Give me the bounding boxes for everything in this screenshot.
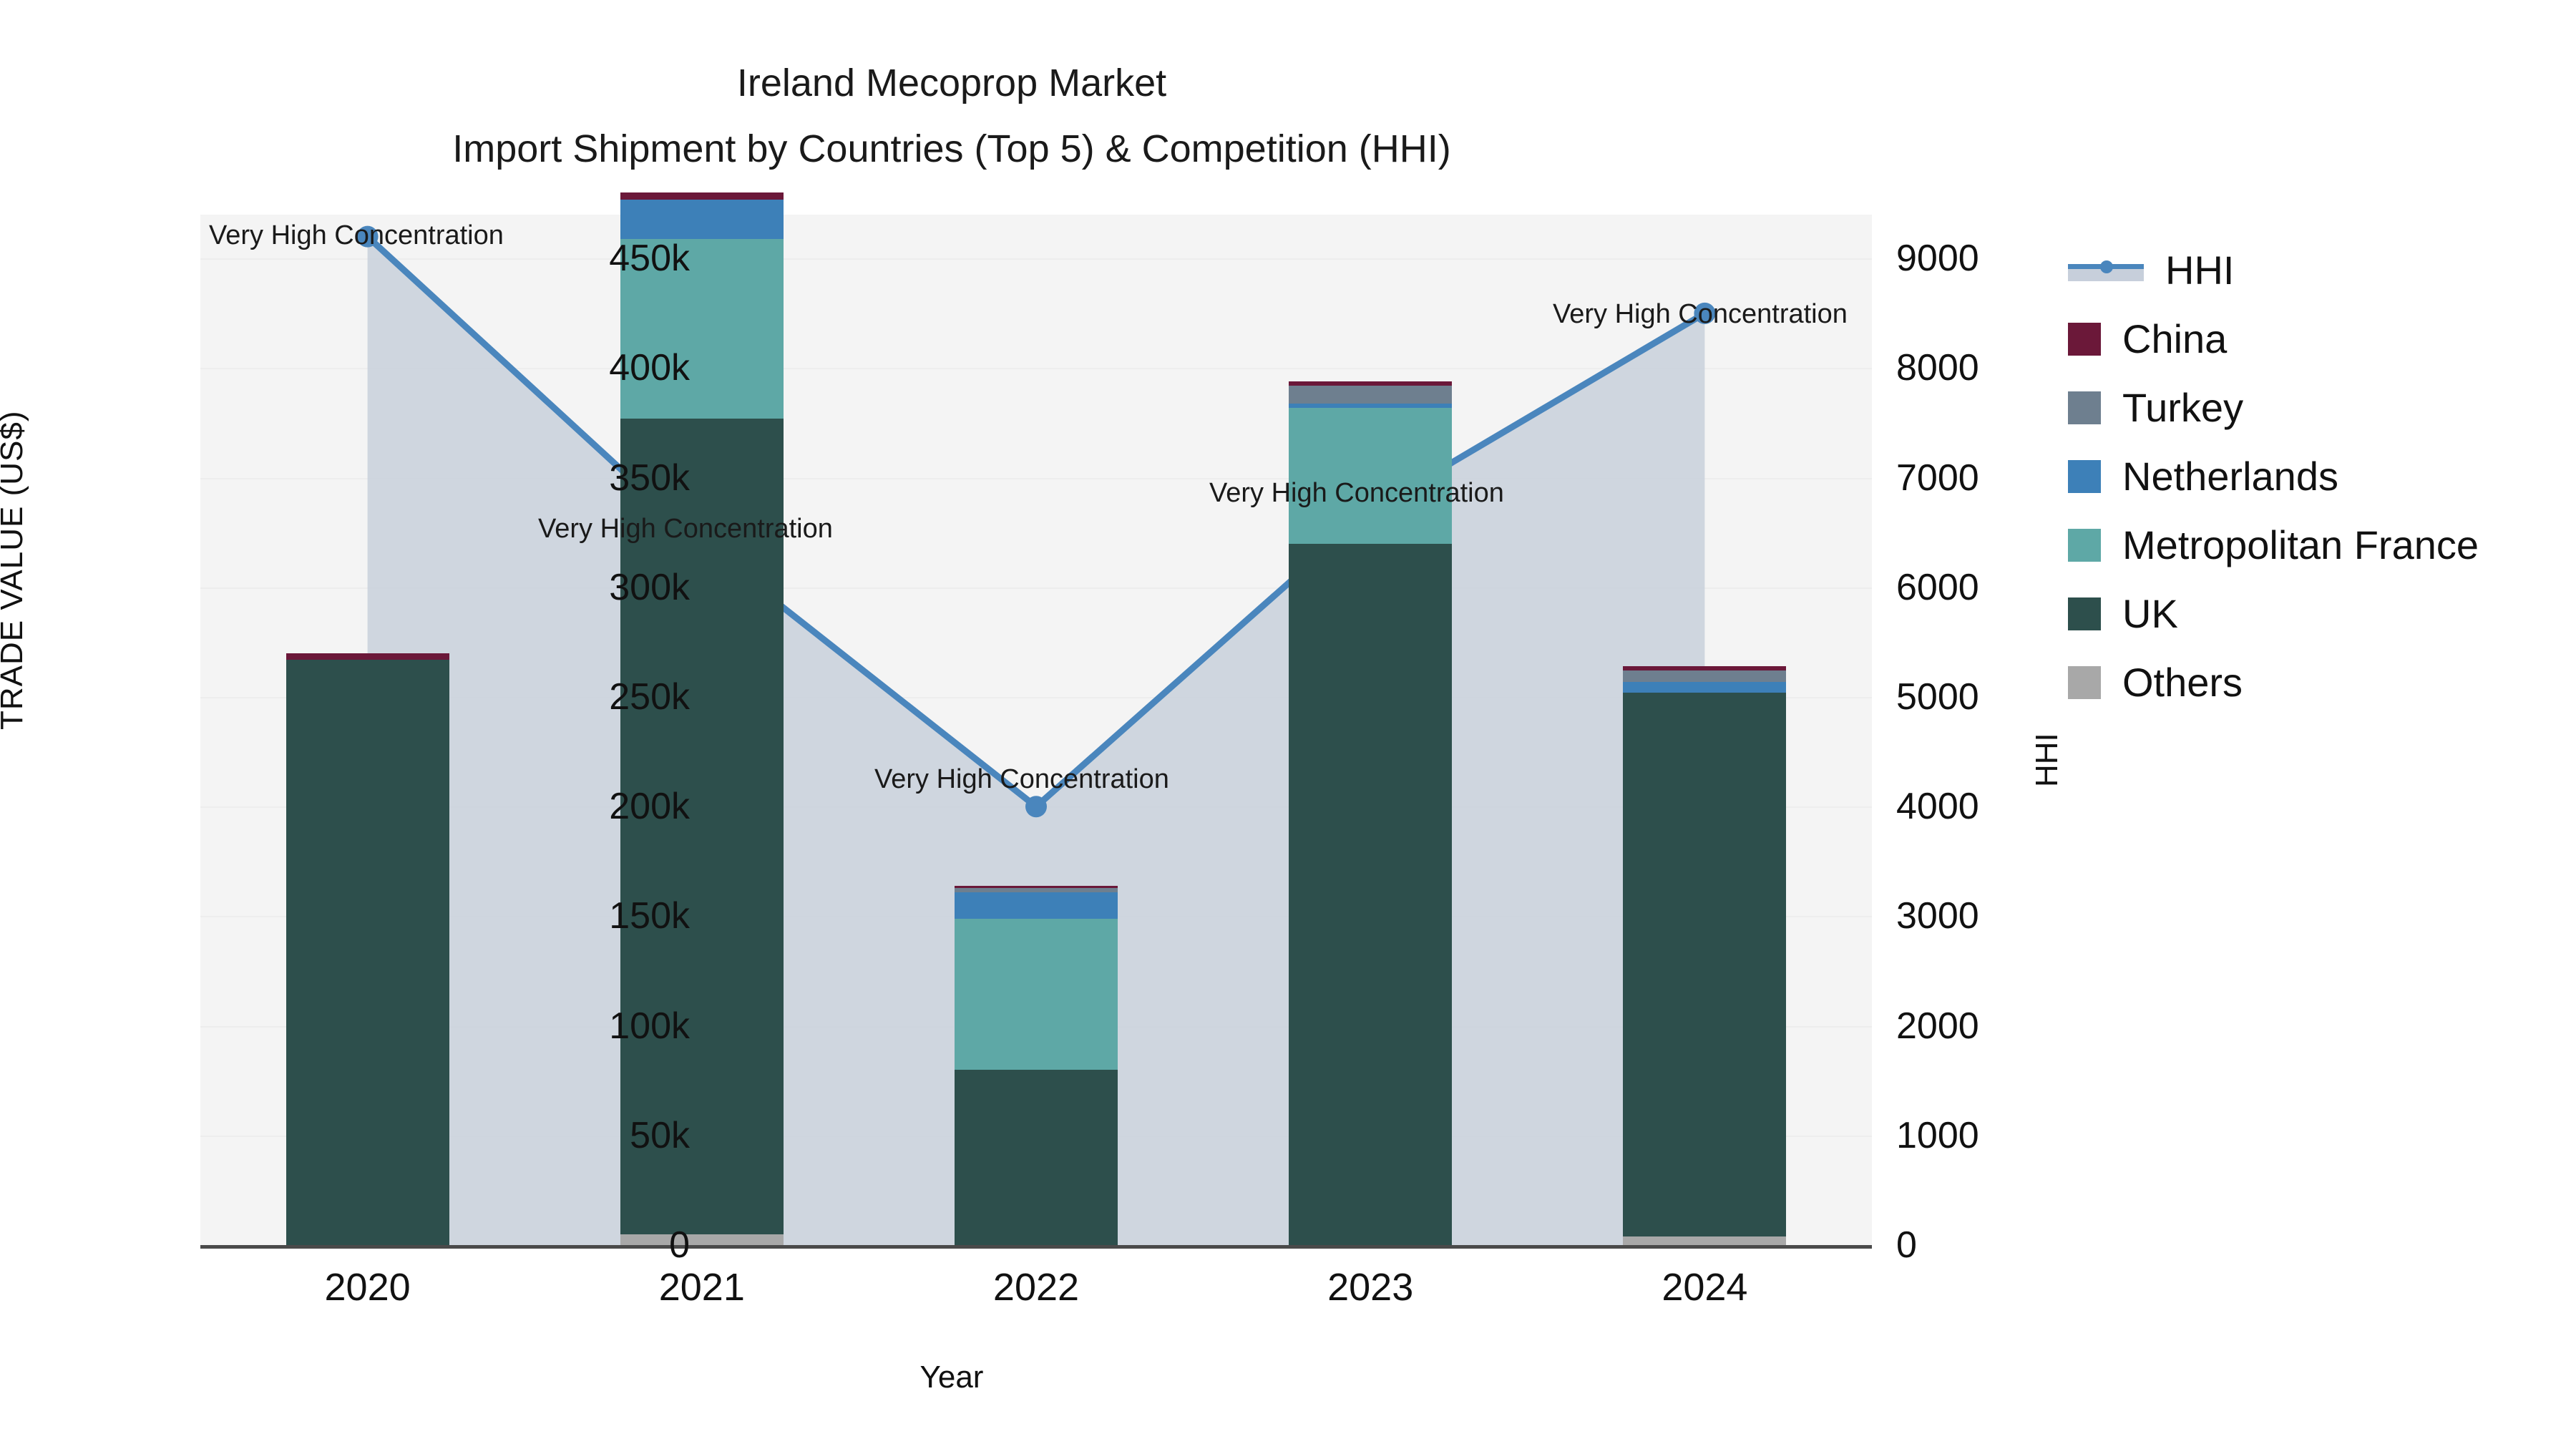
hhi-annotation: Very High Concentration bbox=[1209, 478, 1504, 508]
legend-label: UK bbox=[2122, 591, 2178, 636]
bar-segment[interactable] bbox=[620, 192, 784, 200]
bar-segment[interactable] bbox=[620, 199, 784, 239]
y-axis-right-tick: 6000 bbox=[1896, 566, 1979, 608]
legend-item[interactable]: China bbox=[2068, 305, 2569, 374]
y-axis-right-tick: 7000 bbox=[1896, 457, 1979, 499]
y-axis-right-tick: 9000 bbox=[1896, 238, 1979, 280]
hhi-marker bbox=[1694, 302, 1716, 324]
bar-group[interactable] bbox=[620, 192, 784, 1245]
y-axis-right-label: HHI bbox=[2029, 733, 2064, 787]
bar-segment[interactable] bbox=[286, 659, 449, 1245]
legend-item[interactable]: Metropolitan France bbox=[2068, 511, 2569, 580]
y-axis-right-tick: 2000 bbox=[1896, 1005, 1979, 1047]
gridline-right bbox=[200, 477, 1872, 479]
legend-item[interactable]: Others bbox=[2068, 648, 2569, 717]
y-axis-left-tick: 400k bbox=[609, 347, 690, 389]
bar-group[interactable] bbox=[1289, 215, 1453, 1245]
y-axis-right-tick: 4000 bbox=[1896, 786, 1979, 828]
legend-label: Netherlands bbox=[2122, 454, 2338, 499]
bar-segment[interactable] bbox=[1289, 407, 1453, 544]
legend-swatch bbox=[2068, 529, 2101, 562]
hhi-marker bbox=[1025, 796, 1047, 818]
gridline-right bbox=[200, 368, 1872, 370]
x-axis-tick: 2023 bbox=[1327, 1266, 1414, 1309]
bar-segment[interactable] bbox=[286, 653, 449, 660]
bar-segment[interactable] bbox=[955, 918, 1118, 1070]
bar-segment[interactable] bbox=[620, 418, 784, 1234]
y-axis-left-label: TRADE VALUE (US$) bbox=[0, 410, 29, 731]
y-axis-left-tick: 100k bbox=[609, 1005, 690, 1047]
hhi-annotation: Very High Concentration bbox=[209, 220, 504, 250]
legend-swatch bbox=[2068, 460, 2101, 493]
legend-swatch bbox=[2068, 597, 2101, 630]
stacked-bars bbox=[200, 192, 1872, 1245]
chart-title-line-1: Ireland Mecoprop Market bbox=[736, 62, 1167, 104]
x-axis-tick: 2021 bbox=[658, 1266, 745, 1309]
hhi-annotation: Very High Concentration bbox=[1553, 299, 1848, 329]
x-axis-tick: 2020 bbox=[324, 1266, 411, 1309]
y-axis-right-tick: 8000 bbox=[1896, 347, 1979, 389]
bar-segment[interactable] bbox=[1289, 543, 1453, 1245]
chart-title-line-2: Import Shipment by Countries (Top 5) & C… bbox=[452, 127, 1451, 170]
hhi-marker bbox=[356, 225, 379, 248]
bar-segment[interactable] bbox=[955, 1069, 1118, 1245]
bar-segment[interactable] bbox=[620, 238, 784, 419]
hhi-annotation: Very High Concentration bbox=[874, 764, 1169, 794]
y-axis-right-tick: 3000 bbox=[1896, 895, 1979, 937]
legend-label: China bbox=[2122, 316, 2228, 361]
y-axis-right-tick: 5000 bbox=[1896, 676, 1979, 718]
legend-label: Others bbox=[2122, 660, 2243, 705]
bar-segment[interactable] bbox=[955, 892, 1118, 919]
legend-line-dot bbox=[2100, 260, 2113, 273]
legend-swatch bbox=[2068, 323, 2101, 356]
legend-label: HHI bbox=[2165, 248, 2235, 293]
bar-segment[interactable] bbox=[620, 1234, 784, 1245]
bar-segment[interactable] bbox=[1289, 386, 1453, 404]
bar-segment[interactable] bbox=[1623, 1236, 1787, 1245]
y-axis-left-tick: 350k bbox=[609, 457, 690, 499]
y-axis-left-tick: 250k bbox=[609, 676, 690, 718]
bar-segment[interactable] bbox=[1623, 670, 1787, 682]
bar-group[interactable] bbox=[1623, 215, 1787, 1245]
legend: HHI China Turkey Netherlands Metropolitan Fr… bbox=[2068, 236, 2569, 717]
legend-swatch bbox=[2068, 391, 2101, 424]
x-axis-label: Year bbox=[919, 1360, 984, 1395]
legend-line-marker bbox=[2068, 254, 2144, 287]
legend-item[interactable]: HHI bbox=[2068, 236, 2569, 305]
plot-area: Very High Concentration Very High Concent… bbox=[200, 192, 1872, 1246]
bar-segment[interactable] bbox=[955, 885, 1118, 888]
x-axis-tick: 2024 bbox=[1662, 1266, 1748, 1309]
y-axis-right-tick: 1000 bbox=[1896, 1114, 1979, 1156]
bar-segment[interactable] bbox=[1289, 381, 1453, 386]
legend-swatch bbox=[2068, 666, 2101, 699]
y-axis-left-tick: 450k bbox=[609, 238, 690, 280]
bar-segment[interactable] bbox=[1623, 681, 1787, 693]
legend-item[interactable]: Turkey bbox=[2068, 374, 2569, 442]
y-axis-left-tick: 50k bbox=[630, 1114, 690, 1156]
legend-label: Metropolitan France bbox=[2122, 522, 2479, 567]
bar-segment[interactable] bbox=[1289, 403, 1453, 408]
legend-item[interactable]: UK bbox=[2068, 580, 2569, 648]
x-axis-rule bbox=[200, 1245, 1872, 1249]
y-axis-left-tick: 150k bbox=[609, 895, 690, 937]
y-axis-right-tick: 0 bbox=[1896, 1224, 1917, 1266]
legend-area-band bbox=[2068, 268, 2144, 281]
bar-segment[interactable] bbox=[1623, 666, 1787, 671]
legend-label: Turkey bbox=[2122, 385, 2244, 430]
y-axis-left-tick: 300k bbox=[609, 566, 690, 608]
gridline-right bbox=[200, 697, 1872, 699]
x-axis-tick: 2022 bbox=[992, 1266, 1080, 1309]
gridline-right bbox=[200, 587, 1872, 589]
bar-group[interactable] bbox=[286, 215, 449, 1245]
gridline-right bbox=[200, 258, 1872, 260]
y-axis-left-tick: 200k bbox=[609, 786, 690, 828]
legend-item[interactable]: Netherlands bbox=[2068, 442, 2569, 511]
bar-segment[interactable] bbox=[955, 887, 1118, 892]
y-axis-left-tick: 0 bbox=[669, 1224, 690, 1266]
chart-title: Ireland Mecoprop Market Import Shipment … bbox=[0, 50, 1903, 182]
bar-segment[interactable] bbox=[1623, 692, 1787, 1236]
bar-group[interactable] bbox=[955, 215, 1118, 1245]
hhi-annotation: Very High Concentration bbox=[538, 514, 833, 544]
